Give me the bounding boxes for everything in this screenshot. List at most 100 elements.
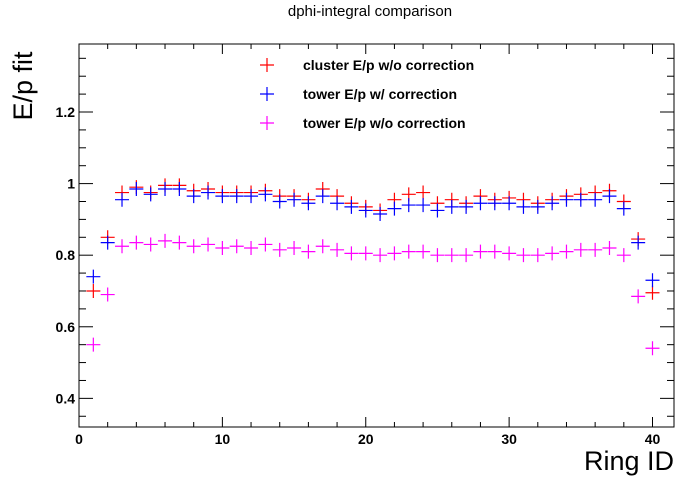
data-point: [631, 235, 646, 250]
data-point: [645, 341, 660, 356]
data-point: [229, 239, 244, 254]
data-point: [129, 235, 144, 250]
x-axis-title: Ring ID: [584, 446, 674, 476]
data-point: [201, 237, 216, 252]
data-point: [631, 289, 646, 304]
data-point: [172, 235, 187, 250]
data-point: [602, 241, 617, 256]
plot-frame: [78, 43, 675, 428]
series-2: [86, 181, 660, 288]
data-point: [373, 207, 388, 222]
legend-label: cluster E/p w/o correction: [303, 57, 474, 73]
data-point: [344, 199, 359, 214]
data-point: [530, 199, 545, 214]
axis-tick-labels: 0 10 20 30 40 0.4 0.6 0.8 1 1.2: [56, 104, 661, 447]
data-point: [602, 189, 617, 204]
data-point: [416, 185, 431, 200]
data-markers: [86, 178, 660, 356]
data-point: [358, 203, 373, 218]
data-point: [287, 192, 302, 207]
data-point: [358, 246, 373, 261]
data-point: [301, 196, 316, 211]
data-point: [158, 233, 173, 248]
legend-label: tower E/p w/ correction: [303, 86, 457, 102]
data-point: [143, 237, 158, 252]
data-point: [186, 189, 201, 204]
series-1: [86, 178, 660, 300]
data-point: [516, 248, 531, 263]
legend-marker: [260, 116, 274, 130]
legend: cluster E/p w/o correction tower E/p w/ c…: [260, 57, 474, 131]
data-point: [416, 244, 431, 259]
data-point: [573, 192, 588, 207]
x-tick-label: 20: [358, 431, 374, 447]
data-point: [272, 242, 287, 257]
data-point: [158, 181, 173, 196]
data-point: [487, 244, 502, 259]
data-point: [645, 285, 660, 300]
chart-title: dphi-integral comparison: [288, 3, 452, 20]
data-point: [573, 242, 588, 257]
x-tick-label: 40: [645, 431, 661, 447]
data-point: [201, 185, 216, 200]
y-tick-label: 1: [67, 176, 75, 192]
data-point: [229, 189, 244, 204]
data-point: [186, 239, 201, 254]
data-point: [86, 269, 101, 284]
data-point: [545, 246, 560, 261]
data-point: [330, 196, 345, 211]
data-point: [473, 196, 488, 211]
data-point: [616, 248, 631, 263]
y-tick-label: 0.6: [56, 319, 76, 335]
data-point: [86, 337, 101, 352]
legend-label: tower E/p w/o correction: [303, 115, 466, 131]
data-point: [315, 239, 330, 254]
data-point: [301, 244, 316, 259]
data-point: [143, 187, 158, 202]
data-point: [387, 201, 402, 216]
data-point: [86, 283, 101, 298]
data-point: [172, 181, 187, 196]
data-point: [416, 198, 431, 213]
data-point: [459, 248, 474, 263]
legend-marker: [260, 58, 274, 72]
y-tick-label: 0.4: [56, 390, 76, 406]
data-point: [330, 242, 345, 257]
data-point: [545, 196, 560, 211]
data-point: [258, 237, 273, 252]
data-point: [387, 246, 402, 261]
series-3: [86, 233, 660, 356]
data-point: [487, 196, 502, 211]
data-point: [129, 181, 144, 196]
x-tick-label: 30: [501, 431, 517, 447]
y-tick-label: 0.8: [56, 247, 76, 263]
data-point: [588, 192, 603, 207]
x-tick-label: 10: [215, 431, 231, 447]
x-tick-label: 0: [75, 431, 83, 447]
data-point: [502, 246, 517, 261]
data-point: [100, 235, 115, 250]
data-point: [215, 241, 230, 256]
data-point: [100, 287, 115, 302]
data-point: [244, 241, 259, 256]
data-point: [315, 189, 330, 204]
data-point: [401, 198, 416, 213]
data-point: [373, 248, 388, 263]
data-point: [344, 246, 359, 261]
y-tick-label: 1.2: [56, 104, 76, 120]
axis-ticks: [78, 44, 674, 427]
data-point: [258, 187, 273, 202]
data-point: [287, 241, 302, 256]
data-point: [115, 239, 130, 254]
data-point: [244, 189, 259, 204]
y-axis-title: E/p fit: [8, 51, 38, 121]
data-point: [215, 189, 230, 204]
data-point: [430, 203, 445, 218]
data-point: [616, 201, 631, 216]
data-point: [588, 242, 603, 257]
data-point: [559, 244, 574, 259]
data-point: [459, 199, 474, 214]
data-point: [530, 248, 545, 263]
data-point: [401, 244, 416, 259]
